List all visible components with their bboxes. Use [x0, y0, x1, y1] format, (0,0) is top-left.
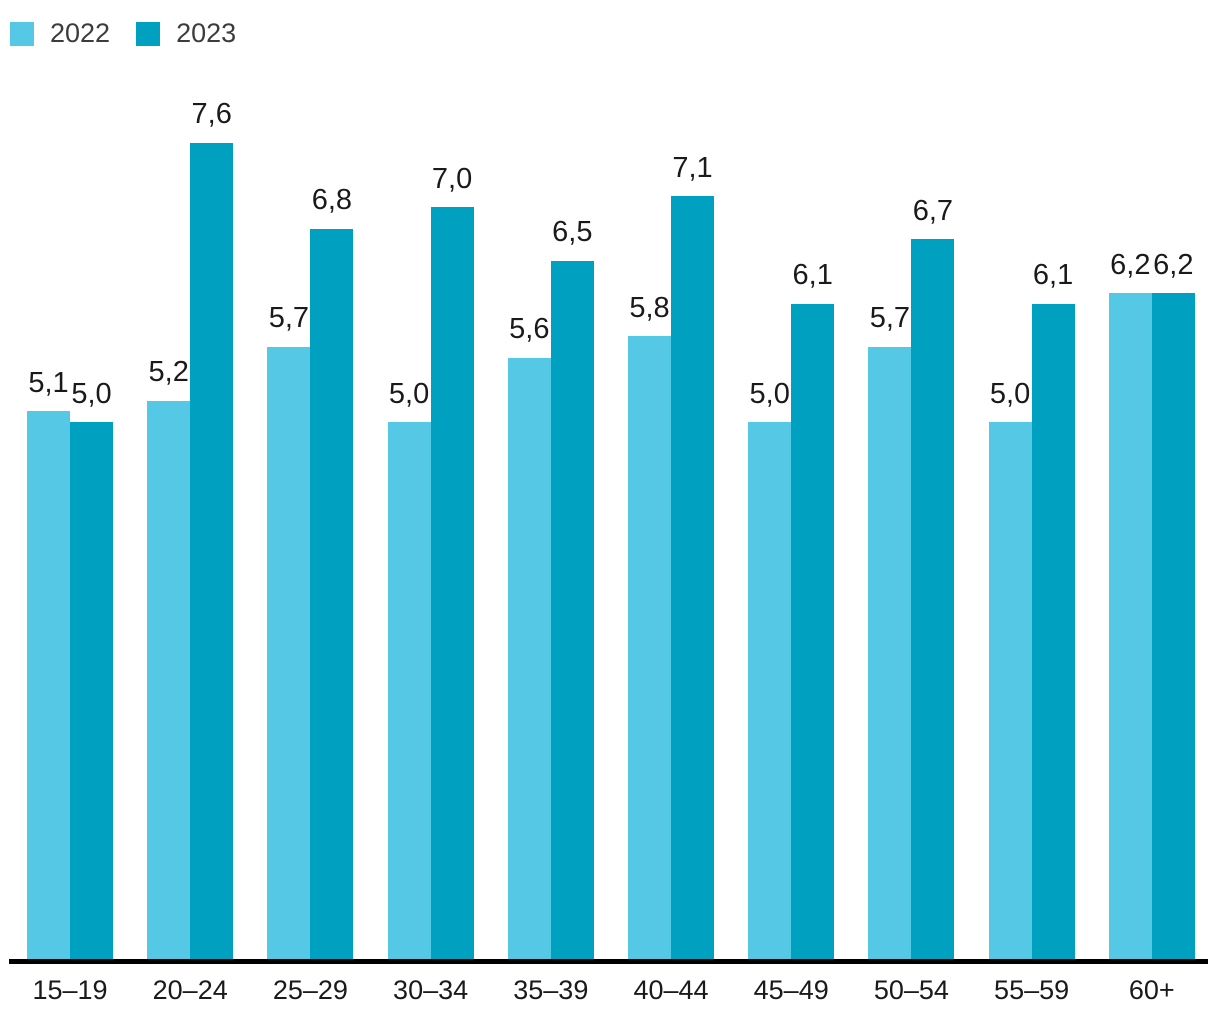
bar-2022-15-19	[27, 411, 70, 959]
x-axis-label-15-19: 15–19	[32, 975, 108, 1005]
bar-2022-50-54	[868, 346, 912, 959]
bar-2023-20-24	[190, 142, 234, 959]
bar-2023-35-39	[550, 260, 594, 959]
value-label-2022-40-44: 5,8	[629, 291, 670, 324]
x-axis-label-50-54: 50–54	[873, 975, 949, 1005]
value-label-2022-50-54: 5,7	[869, 302, 911, 335]
x-axis-label-55-59: 55–59	[994, 975, 1070, 1005]
bar-2023-30-34	[430, 207, 474, 959]
bar-2022-30-34	[387, 422, 431, 959]
value-label-2022-45-49: 5,0	[749, 377, 790, 410]
x-axis-label-45-49: 45–49	[753, 975, 829, 1005]
value-label-2023-25-29: 6,8	[311, 184, 353, 217]
value-label-2023-60+: 6,2	[1153, 248, 1194, 281]
bar-2023-15-19	[70, 422, 113, 959]
legend-swatch-2023-icon	[136, 21, 161, 46]
value-label-2022-20-24: 5,2	[148, 356, 189, 389]
value-label-2023-15-19: 5,0	[71, 377, 112, 410]
bar-2022-45-49	[748, 422, 792, 959]
bar-2022-25-29	[267, 346, 311, 959]
bar-2022-55-59	[988, 422, 1032, 959]
bar-2022-20-24	[147, 400, 191, 959]
chart-legend: 2022 2023	[10, 20, 236, 47]
bar-2023-55-59	[1031, 303, 1075, 959]
value-label-2022-15-19: 5,1	[28, 366, 69, 399]
bar-2023-50-54	[911, 239, 955, 959]
value-label-2023-30-34: 7,0	[431, 162, 473, 195]
bar-2023-25-29	[310, 228, 354, 959]
bar-2022-60+	[1108, 293, 1152, 959]
bar-2023-60+	[1151, 293, 1195, 959]
x-axis-label-30-34: 30–34	[393, 975, 469, 1005]
legend-label: 2022	[50, 18, 111, 48]
legend-label: 2023	[176, 18, 237, 48]
x-axis-line	[9, 959, 1208, 964]
value-label-2023-50-54: 6,7	[912, 194, 954, 227]
legend-item-2022: 2022	[10, 20, 110, 47]
value-label-2023-20-24: 7,6	[191, 98, 232, 131]
bar-2023-40-44	[671, 196, 714, 959]
value-label-2022-25-29: 5,7	[268, 302, 310, 335]
x-axis-label-20-24: 20–24	[152, 975, 228, 1005]
value-label-2022-35-39: 5,6	[509, 313, 550, 346]
legend-item-2023: 2023	[136, 20, 236, 47]
bar-2022-35-39	[507, 357, 551, 959]
value-label-2023-35-39: 6,5	[552, 216, 593, 249]
value-label-2022-60+: 6,2	[1110, 248, 1151, 281]
value-label-2022-30-34: 5,0	[388, 377, 430, 410]
legend-swatch-2022-icon	[10, 21, 34, 46]
x-axis-label-35-39: 35–39	[513, 975, 589, 1005]
value-label-2023-45-49: 6,1	[792, 259, 833, 292]
value-label-2023-40-44: 7,1	[672, 152, 713, 185]
bar-2023-45-49	[791, 303, 835, 959]
x-axis-label-40-44: 40–44	[633, 975, 709, 1005]
x-axis-label-25-29: 25–29	[272, 975, 348, 1005]
value-label-2023-55-59: 6,1	[1032, 259, 1074, 292]
x-axis-label-60+: 60+	[1128, 975, 1175, 1005]
bar-2022-40-44	[628, 336, 671, 959]
value-label-2022-55-59: 5,0	[989, 377, 1031, 410]
